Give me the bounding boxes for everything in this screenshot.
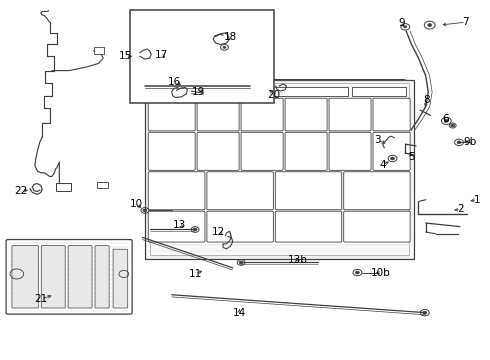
Text: 9: 9 — [398, 18, 405, 28]
Circle shape — [423, 311, 427, 314]
Text: 10b: 10b — [371, 268, 391, 278]
FancyBboxPatch shape — [373, 98, 410, 131]
FancyBboxPatch shape — [197, 98, 239, 131]
FancyBboxPatch shape — [148, 98, 195, 131]
FancyBboxPatch shape — [343, 211, 410, 242]
FancyBboxPatch shape — [285, 132, 327, 170]
Bar — [94, 47, 104, 54]
FancyBboxPatch shape — [207, 172, 273, 210]
Text: 19: 19 — [192, 87, 205, 97]
FancyBboxPatch shape — [197, 132, 239, 170]
Text: 20: 20 — [267, 90, 280, 100]
Circle shape — [223, 46, 226, 48]
Text: 13: 13 — [173, 220, 186, 230]
Circle shape — [428, 24, 432, 27]
Text: 21: 21 — [34, 294, 48, 304]
Text: 9b: 9b — [463, 137, 476, 147]
Bar — [150, 83, 409, 255]
Text: 1: 1 — [474, 195, 480, 205]
FancyBboxPatch shape — [285, 98, 327, 131]
Circle shape — [451, 124, 455, 127]
FancyBboxPatch shape — [241, 98, 283, 131]
FancyBboxPatch shape — [113, 249, 128, 308]
Text: 4: 4 — [379, 160, 386, 170]
Text: 14: 14 — [233, 308, 246, 318]
Circle shape — [193, 228, 197, 231]
FancyBboxPatch shape — [343, 172, 410, 210]
Text: 8: 8 — [423, 95, 430, 105]
Circle shape — [391, 157, 394, 160]
Circle shape — [239, 261, 243, 264]
Text: 7: 7 — [463, 17, 469, 27]
Bar — [152, 87, 247, 96]
FancyBboxPatch shape — [207, 211, 273, 242]
Text: 5: 5 — [408, 152, 415, 162]
Bar — [98, 182, 108, 188]
FancyBboxPatch shape — [148, 172, 205, 210]
FancyBboxPatch shape — [6, 239, 132, 314]
Text: 22: 22 — [15, 186, 28, 196]
Circle shape — [355, 271, 359, 274]
Circle shape — [444, 120, 448, 122]
Text: 3: 3 — [374, 135, 381, 145]
FancyBboxPatch shape — [329, 98, 371, 131]
FancyBboxPatch shape — [329, 132, 371, 170]
Bar — [145, 80, 414, 259]
FancyBboxPatch shape — [148, 211, 205, 242]
Text: 13b: 13b — [288, 255, 308, 265]
Bar — [56, 183, 71, 191]
Bar — [252, 87, 347, 96]
FancyBboxPatch shape — [95, 246, 109, 308]
Text: 10: 10 — [130, 199, 143, 210]
Text: 12: 12 — [212, 227, 225, 237]
FancyBboxPatch shape — [12, 246, 38, 308]
FancyBboxPatch shape — [241, 132, 283, 170]
FancyBboxPatch shape — [275, 211, 342, 242]
Text: 17: 17 — [154, 50, 168, 60]
Text: 16: 16 — [168, 77, 181, 87]
Bar — [352, 87, 406, 96]
Circle shape — [143, 209, 147, 212]
FancyBboxPatch shape — [373, 132, 410, 170]
FancyBboxPatch shape — [275, 172, 342, 210]
FancyBboxPatch shape — [41, 246, 65, 308]
Text: 6: 6 — [442, 114, 449, 124]
Text: 2: 2 — [458, 204, 465, 215]
Text: 11: 11 — [189, 269, 202, 279]
Text: 18: 18 — [224, 32, 237, 42]
Circle shape — [457, 141, 461, 144]
Text: 15: 15 — [119, 51, 132, 61]
Circle shape — [404, 26, 407, 28]
Bar — [130, 10, 274, 103]
FancyBboxPatch shape — [68, 246, 92, 308]
FancyBboxPatch shape — [148, 132, 195, 170]
